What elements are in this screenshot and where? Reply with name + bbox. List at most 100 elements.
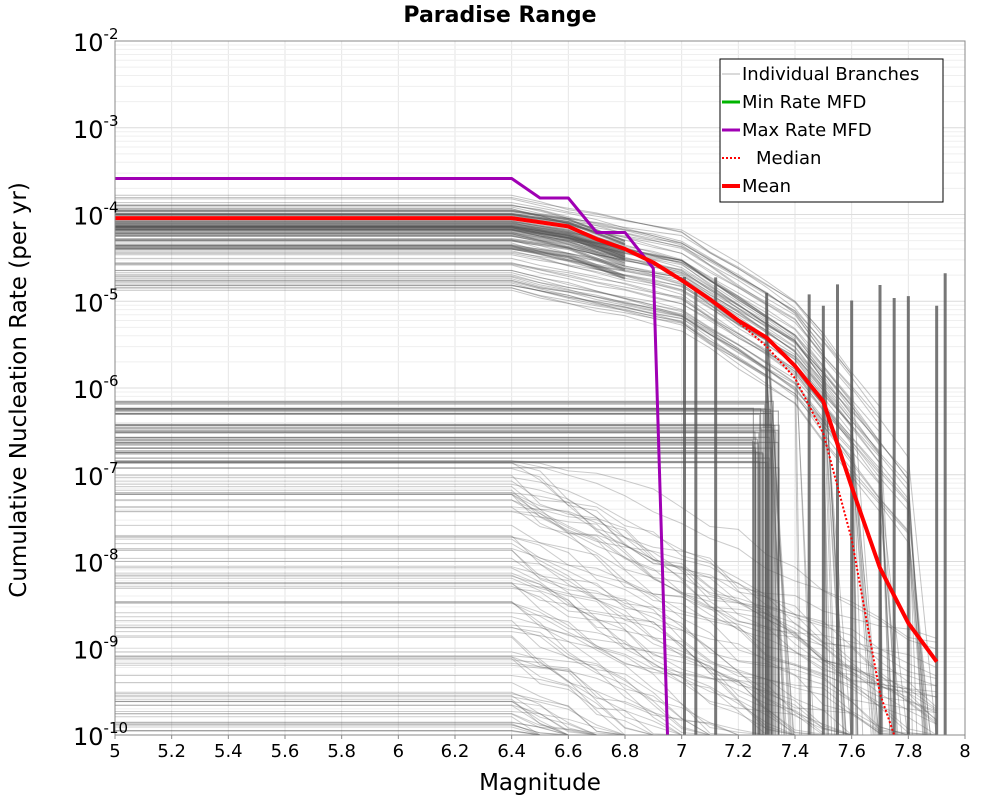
branch-line (115, 511, 937, 710)
branch-line (115, 225, 924, 736)
x-tick-label: 6.4 (497, 741, 526, 762)
branch-line (115, 585, 796, 736)
branch-line (115, 441, 756, 735)
branch-line (115, 408, 762, 735)
branch-line (115, 587, 852, 736)
branch-line (115, 626, 711, 736)
branch-line (115, 251, 844, 736)
branch-line (115, 235, 836, 736)
branch-line (115, 601, 711, 736)
branch-line (115, 574, 852, 736)
x-tick-label: 6.8 (611, 741, 640, 762)
branch-line (115, 226, 794, 736)
branch-line (115, 602, 796, 736)
x-tick-label: 5 (109, 741, 120, 762)
branch-line (115, 651, 767, 736)
branch-line (115, 221, 626, 254)
branch-line (115, 194, 845, 736)
branch-line (115, 493, 937, 736)
y-axis-label: Cumulative Nucleation Rate (per yr) (6, 182, 32, 598)
branch-line (115, 263, 880, 736)
branch-line (115, 244, 858, 736)
branch-line (115, 602, 796, 736)
y-tick-label: 10-8 (73, 546, 119, 578)
branch-line (115, 250, 929, 736)
branch-line (115, 695, 626, 736)
branch-line (115, 213, 846, 736)
branch-line (115, 284, 795, 736)
branch-line (115, 429, 779, 735)
branch-line (115, 225, 626, 258)
y-tick-label: 10-10 (73, 719, 128, 751)
branch-line (115, 457, 770, 735)
branch-line (115, 486, 937, 680)
branch-line (115, 439, 754, 735)
x-tick-label: 8 (959, 741, 970, 762)
legend-label: Mean (742, 176, 791, 197)
branch-line (115, 675, 654, 736)
branch-line (115, 549, 852, 736)
branch-line (115, 428, 763, 735)
branch-line (115, 284, 833, 736)
branch-line (115, 233, 858, 736)
branch-line (115, 722, 569, 736)
branch-line (115, 220, 864, 736)
branch-line (115, 524, 937, 736)
branch-line (115, 275, 783, 736)
branch-line (115, 198, 879, 736)
branch-line (115, 506, 937, 698)
branch-line (115, 225, 626, 258)
legend: Individual Branches Min Rate MFD Max Rate … (719, 58, 944, 203)
branch-line (115, 254, 878, 736)
branch-line (115, 616, 852, 736)
legend-label: Median (756, 148, 821, 169)
branch-line (115, 489, 937, 736)
x-tick-label: 6 (393, 741, 404, 762)
legend-label: Min Rate MFD (742, 92, 866, 113)
branch-line (115, 450, 757, 735)
branch-line (115, 658, 682, 736)
branch-line (115, 724, 569, 736)
branch-line (115, 206, 847, 736)
branch-line (115, 462, 937, 723)
branch-line (115, 480, 938, 722)
y-axis-ticks: 10-2 10-3 10-4 10-5 10-6 10-7 10-8 10-9 10-10 (73, 25, 128, 751)
branch-line (115, 227, 626, 260)
branch-line (115, 474, 938, 721)
branch-line (115, 612, 768, 736)
branch-line (115, 627, 711, 736)
branch-line (115, 506, 937, 687)
x-tick-label: 7.6 (837, 741, 866, 762)
branch-line (115, 246, 829, 736)
branch-line (115, 403, 766, 735)
branch-line (115, 700, 569, 736)
branch-line (115, 492, 937, 698)
branch-line (115, 229, 859, 736)
branch-line (115, 538, 937, 736)
branch-line (115, 636, 682, 736)
branch-line (115, 716, 541, 736)
branch-line (115, 713, 569, 736)
branch-line (115, 270, 931, 736)
branch-line (115, 662, 654, 736)
branch-line (115, 285, 786, 736)
branch-line (115, 548, 938, 725)
branch-line (115, 209, 785, 736)
branch-line (115, 244, 845, 736)
y-tick-label: 10-7 (73, 459, 119, 491)
branch-line (115, 264, 877, 736)
branch-line (115, 726, 541, 736)
branch-line (115, 724, 569, 736)
x-tick-label: 7 (676, 741, 687, 762)
branch-line (115, 499, 937, 677)
legend-label: Max Rate MFD (742, 120, 872, 141)
branch-line (115, 682, 626, 736)
branch-line (115, 460, 937, 643)
x-axis-ticks: 5 5.2 5.4 5.6 5.8 6 6.2 6.4 6.6 6.8 7 7.2 7.4 7.6 7.8 8 (109, 735, 971, 762)
x-tick-label: 7.2 (724, 741, 753, 762)
branch-line (115, 493, 938, 708)
branch-line (115, 696, 626, 736)
branch-line (115, 723, 541, 736)
branch-line (115, 460, 937, 650)
